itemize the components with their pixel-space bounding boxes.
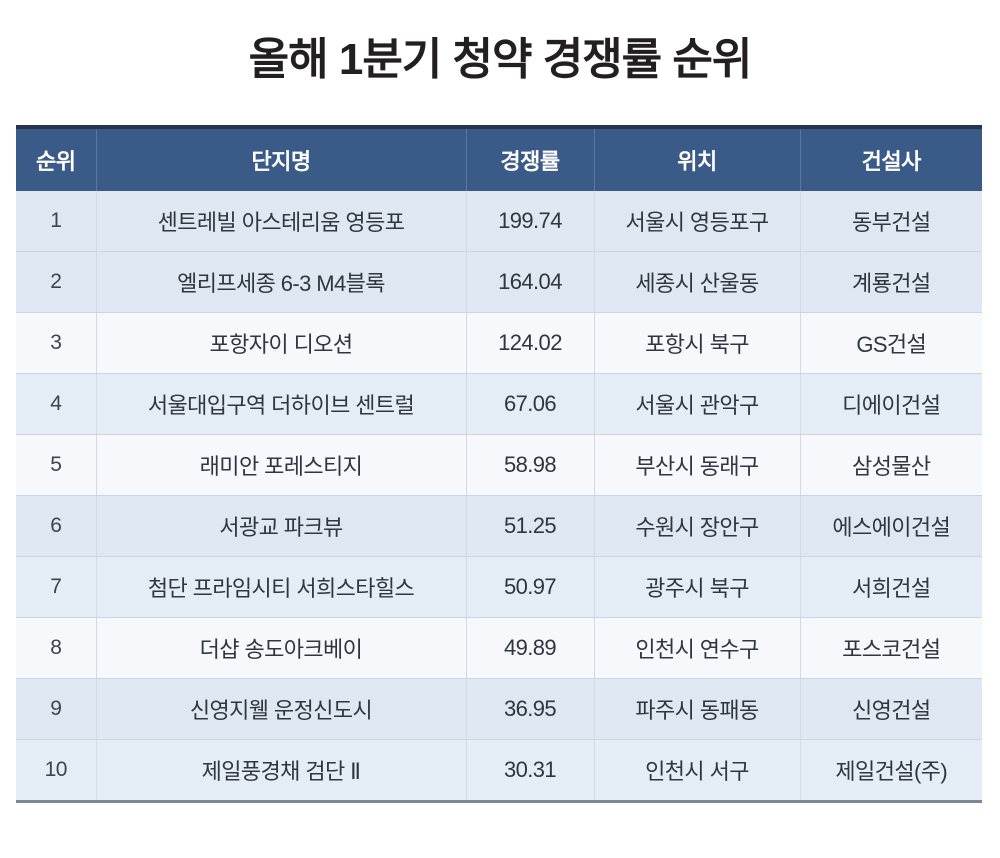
cell-builder: 신영건설	[800, 678, 982, 740]
cell-name: 포항자이 디오션	[96, 312, 467, 374]
table-row: 10 제일풍경채 검단 Ⅱ 30.31 인천시 서구 제일건설(주)	[16, 739, 982, 800]
cell-name: 첨단 프라임시티 서희스타힐스	[96, 556, 467, 618]
table-header-row: 순위 단지명 경쟁률 위치 건설사	[16, 129, 982, 191]
table-row: 7 첨단 프라임시티 서희스타힐스 50.97 광주시 북구 서희건설	[16, 556, 982, 618]
cell-rank: 1	[16, 191, 97, 252]
page-title: 올해 1분기 청약 경쟁률 순위	[248, 35, 753, 84]
table-row: 1 센트레빌 아스테리움 영등포 199.74 서울시 영등포구 동부건설	[16, 191, 982, 252]
table-row: 9 신영지웰 운정신도시 36.95 파주시 동패동 신영건설	[16, 678, 982, 740]
cell-name: 제일풍경채 검단 Ⅱ	[96, 739, 467, 800]
cell-location: 부산시 동래구	[594, 434, 801, 496]
cell-location: 포항시 북구	[594, 312, 801, 374]
cell-rate: 124.02	[466, 312, 595, 374]
cell-rate: 50.97	[466, 556, 595, 618]
cell-location: 수원시 장안구	[594, 495, 801, 557]
cell-builder: 삼성물산	[800, 434, 982, 496]
table-header: 순위 단지명 경쟁률 위치 건설사	[16, 129, 982, 191]
cell-name: 더샵 송도아크베이	[96, 617, 467, 679]
cell-rate: 36.95	[466, 678, 595, 740]
cell-rank: 8	[16, 617, 97, 679]
cell-location: 세종시 산울동	[594, 251, 801, 313]
column-header-rate: 경쟁률	[466, 129, 595, 191]
cell-rate: 164.04	[466, 251, 595, 313]
table-row: 2 엘리프세종 6-3 M4블록 164.04 세종시 산울동 계룡건설	[16, 251, 982, 313]
cell-location: 서울시 영등포구	[594, 191, 801, 252]
cell-location: 서울시 관악구	[594, 373, 801, 435]
cell-builder: GS건설	[800, 312, 982, 374]
cell-rank: 7	[16, 556, 97, 618]
cell-name: 서울대입구역 더하이브 센트럴	[96, 373, 467, 435]
column-header-location: 위치	[594, 129, 801, 191]
cell-builder: 에스에이건설	[800, 495, 982, 557]
cell-rate: 199.74	[466, 191, 595, 252]
cell-rank: 9	[16, 678, 97, 740]
table-row: 8 더샵 송도아크베이 49.89 인천시 연수구 포스코건설	[16, 617, 982, 679]
table-row: 5 래미안 포레스티지 58.98 부산시 동래구 삼성물산	[16, 434, 982, 496]
cell-rank: 3	[16, 312, 97, 374]
cell-name: 센트레빌 아스테리움 영등포	[96, 191, 467, 252]
cell-location: 파주시 동패동	[594, 678, 801, 740]
cell-rank: 2	[16, 251, 97, 313]
cell-rate: 58.98	[466, 434, 595, 496]
column-header-builder: 건설사	[800, 129, 982, 191]
cell-rank: 4	[16, 373, 97, 435]
table-body: 1 센트레빌 아스테리움 영등포 199.74 서울시 영등포구 동부건설 2 엘리프세종 …	[16, 191, 982, 800]
cell-name: 래미안 포레스티지	[96, 434, 467, 496]
cell-builder: 서희건설	[800, 556, 982, 618]
ranking-table-container: 순위 단지명 경쟁률 위치 건설사 1 센트레빌 아스테리움 영등포 199.74 서…	[16, 125, 982, 803]
cell-location: 광주시 북구	[594, 556, 801, 618]
cell-name: 신영지웰 운정신도시	[96, 678, 467, 740]
cell-builder: 포스코건설	[800, 617, 982, 679]
cell-location: 인천시 서구	[594, 739, 801, 800]
cell-rate: 67.06	[466, 373, 595, 435]
cell-builder: 동부건설	[800, 191, 982, 252]
ranking-table: 순위 단지명 경쟁률 위치 건설사 1 센트레빌 아스테리움 영등포 199.74 서…	[16, 129, 982, 800]
table-row: 4 서울대입구역 더하이브 센트럴 67.06 서울시 관악구 디에이건설	[16, 373, 982, 435]
column-header-name: 단지명	[96, 129, 467, 191]
cell-rank: 10	[16, 739, 97, 800]
cell-builder: 제일건설(주)	[800, 739, 982, 800]
table-row: 6 서광교 파크뷰 51.25 수원시 장안구 에스에이건설	[16, 495, 982, 557]
cell-rate: 49.89	[466, 617, 595, 679]
cell-location: 인천시 연수구	[594, 617, 801, 679]
cell-rank: 6	[16, 495, 97, 557]
cell-rate: 51.25	[466, 495, 595, 557]
column-header-rank: 순위	[16, 129, 97, 191]
cell-rate: 30.31	[466, 739, 595, 800]
table-row: 3 포항자이 디오션 124.02 포항시 북구 GS건설	[16, 312, 982, 374]
cell-builder: 계룡건설	[800, 251, 982, 313]
cell-rank: 5	[16, 434, 97, 496]
cell-name: 서광교 파크뷰	[96, 495, 467, 557]
cell-builder: 디에이건설	[800, 373, 982, 435]
cell-name: 엘리프세종 6-3 M4블록	[96, 251, 467, 313]
